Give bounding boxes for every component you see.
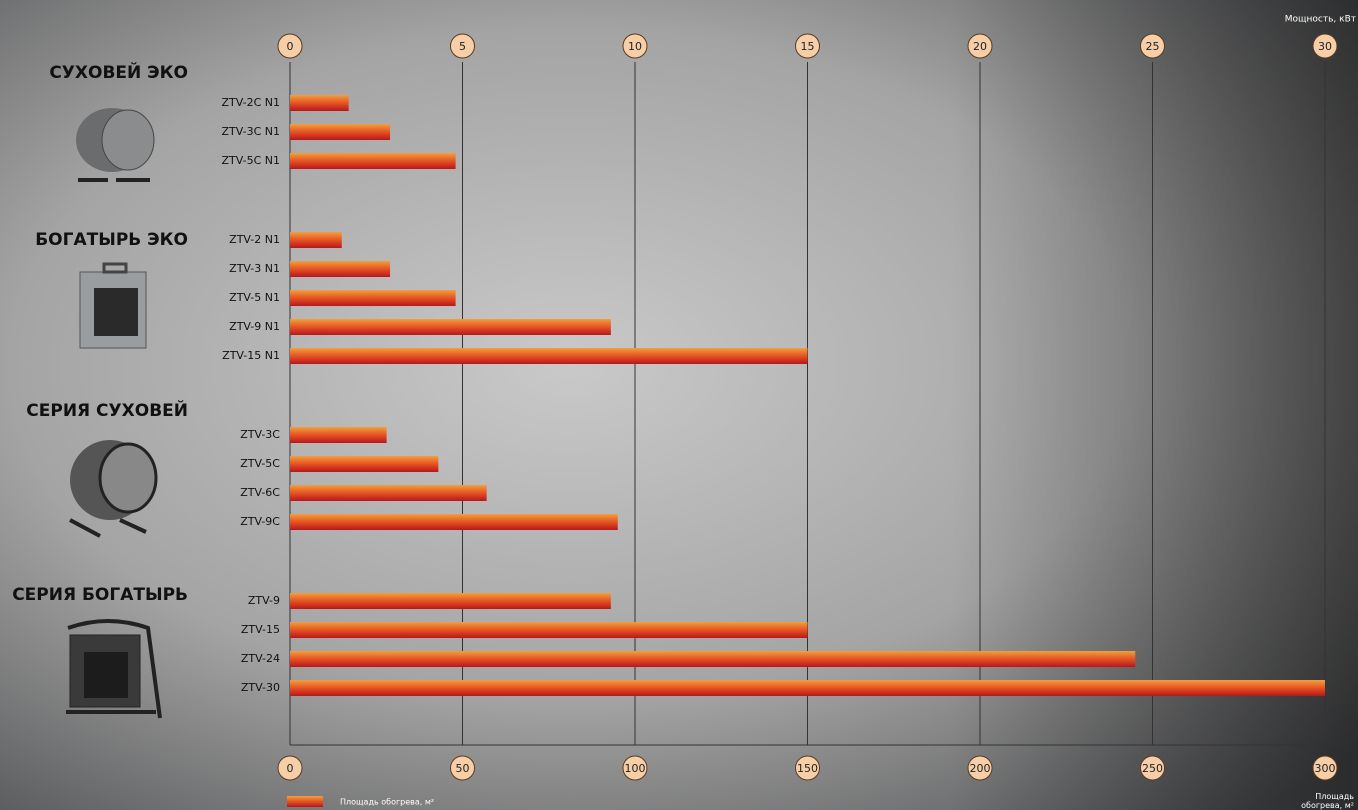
tick-badge (795, 33, 820, 59)
y-tick-label: ZTV-24 (241, 652, 280, 665)
tick-badge (967, 755, 993, 781)
x2-tick-label: 15 (801, 40, 815, 53)
bar (290, 427, 387, 443)
y-tick-label: ZTV-6C (240, 486, 280, 499)
tick-badge (1312, 755, 1338, 781)
group-label: СУХОВЕЙ ЭКО (49, 61, 188, 83)
group-label: БОГАТЫРЬ ЭКО (35, 230, 188, 250)
y-tick-label: ZTV-9 (248, 594, 280, 607)
group-label: СЕРИЯ БОГАТЫРЬ (12, 585, 188, 605)
x2-tick-label: 30 (1318, 40, 1332, 53)
bar (290, 153, 456, 169)
x2-tick-label: 20 (973, 40, 987, 53)
y-tick-label: ZTV-5C (240, 457, 280, 470)
bar (290, 593, 611, 609)
tick-badge (1140, 33, 1165, 59)
x2-tick-label: 0 (287, 40, 294, 53)
x2-tick-label: 5 (459, 40, 466, 53)
legend-swatch (287, 796, 323, 807)
tick-badge (622, 755, 648, 781)
x-tick-label: 150 (797, 762, 818, 775)
y-tick-label: ZTV-3C (240, 428, 280, 441)
tick-badge (450, 33, 475, 59)
y-tick-label: ZTV-30 (241, 681, 280, 694)
x-tick-label: 0 (287, 762, 294, 775)
y-tick-label: ZTV-3 N1 (229, 262, 280, 275)
x-tick-label: 200 (970, 762, 991, 775)
bar (290, 456, 439, 472)
x2-tick-label: 25 (1146, 40, 1160, 53)
product-image (76, 108, 155, 182)
bar (290, 319, 611, 335)
y-tick-label: ZTV-5 N1 (229, 291, 280, 304)
bar (290, 232, 342, 248)
bar (290, 290, 456, 306)
bar (290, 514, 618, 530)
y-tick-label: ZTV-2 N1 (229, 233, 280, 246)
tick-badge (1312, 33, 1338, 59)
x2-tick-label: 10 (628, 40, 642, 53)
product-image (79, 262, 147, 349)
bar (290, 651, 1136, 667)
bar (290, 95, 349, 111)
product-image (66, 619, 162, 719)
y-tick-label: ZTV-3C N1 (221, 125, 280, 138)
x-tick-label: 100 (625, 762, 646, 775)
bar (290, 485, 487, 501)
tick-badge (622, 33, 648, 59)
bar (290, 348, 808, 364)
x-tick-label: 250 (1142, 762, 1163, 775)
bar (290, 622, 808, 638)
product-image (69, 440, 158, 538)
group-label: СЕРИЯ СУХОВЕЙ (26, 399, 188, 421)
y-tick-label: ZTV-9 N1 (229, 320, 280, 333)
y-tick-label: ZTV-5C N1 (221, 154, 280, 167)
tick-badge (277, 755, 303, 781)
x-tick-label: 50 (456, 762, 470, 775)
bar (290, 261, 391, 277)
x-axis-title: Площадь обогрева, м² (1301, 792, 1354, 810)
x2-axis-title: Мощность, кВт (1285, 15, 1356, 25)
y-tick-label: ZTV-9C (240, 515, 280, 528)
tick-badge (795, 755, 820, 781)
tick-badge (450, 755, 475, 781)
y-tick-label: ZTV-15 N1 (222, 349, 280, 362)
tick-badge (277, 33, 303, 59)
y-tick-label: ZTV-15 (241, 623, 280, 636)
x-tick-label: 300 (1315, 762, 1336, 775)
bar (290, 124, 391, 140)
bar (290, 680, 1325, 696)
tick-badge (1140, 755, 1165, 781)
legend-label: Площадь обогрева, м² (340, 798, 434, 807)
y-tick-label: ZTV-2C N1 (221, 96, 280, 109)
tick-badge (967, 33, 993, 59)
